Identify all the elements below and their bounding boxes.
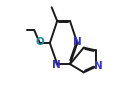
Text: O: O — [36, 37, 45, 47]
Text: N: N — [94, 61, 102, 71]
Text: N: N — [73, 37, 82, 47]
Text: N: N — [52, 60, 61, 70]
